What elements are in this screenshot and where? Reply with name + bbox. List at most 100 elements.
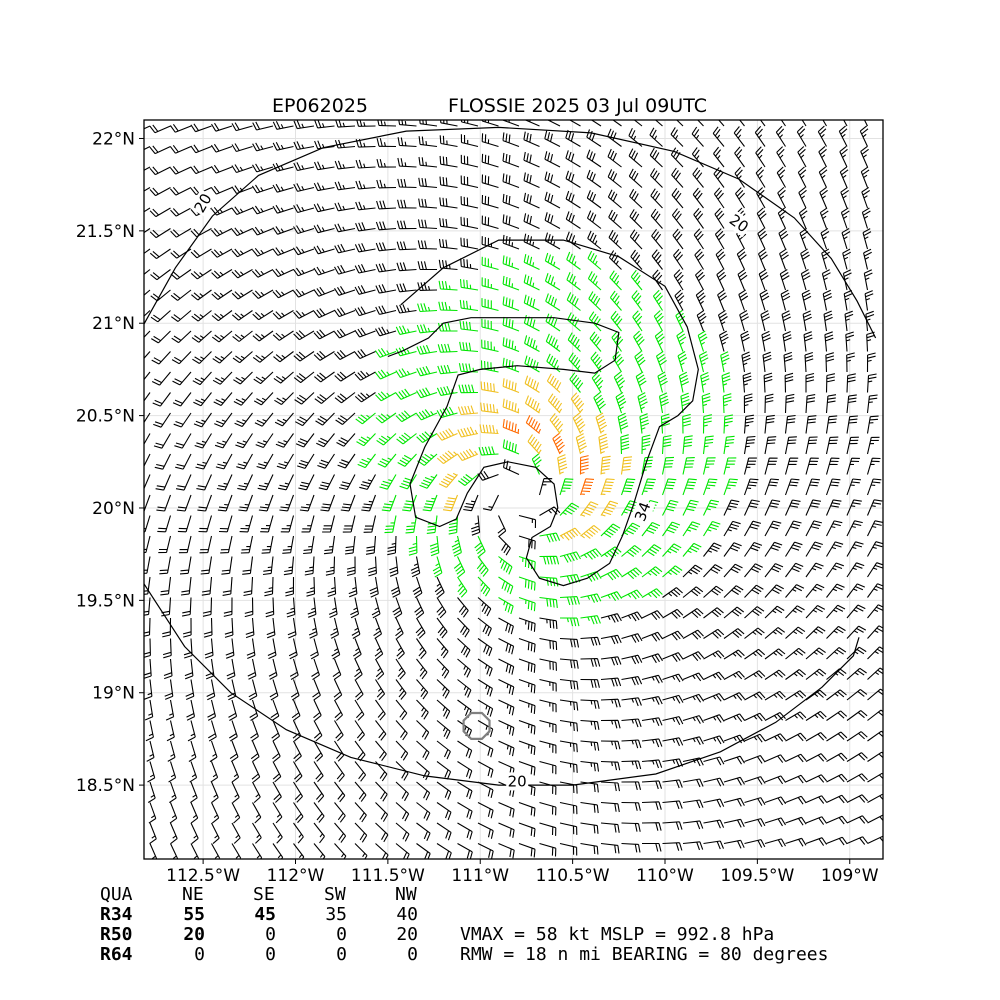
wind-barb (544, 191, 561, 209)
wind-barb (846, 499, 862, 516)
wind-barb (354, 822, 368, 843)
wind-barb (149, 822, 157, 845)
wind-barb (764, 838, 786, 848)
wind-barb (162, 617, 172, 638)
wind-barb (620, 478, 636, 496)
wind-barb (825, 373, 836, 393)
wind-barb (252, 330, 274, 342)
wind-barb (439, 176, 458, 189)
wind-barb (703, 692, 725, 702)
wind-barb (580, 801, 599, 814)
wind-barb (549, 413, 564, 434)
wind-barb (436, 658, 450, 679)
wind-barb (348, 576, 358, 598)
wind-barb (395, 617, 404, 640)
wind-barb (863, 120, 868, 127)
wind-barb (149, 228, 171, 239)
wind-barb (723, 585, 744, 598)
wind-barb (252, 289, 274, 299)
wind-barb (738, 289, 749, 311)
wind-barb (192, 371, 212, 386)
wind-barb (149, 843, 158, 859)
wind-barb (314, 120, 335, 129)
wind-barb (272, 330, 294, 341)
wind-barb (229, 720, 238, 742)
wind-barb (846, 710, 868, 721)
wind-barb (723, 776, 745, 786)
wind-barb (650, 188, 663, 209)
wind-barb (243, 576, 254, 597)
wind-barb (805, 626, 826, 639)
wind-barb (216, 474, 233, 491)
wind-barb (439, 218, 458, 230)
wind-barb (866, 436, 880, 455)
wind-barb (223, 597, 233, 617)
wind-barb (279, 494, 295, 512)
wind-barb (586, 190, 602, 209)
wind-barb (860, 145, 869, 168)
wind-barb (231, 761, 240, 783)
wind-barb (805, 647, 826, 660)
wind-barb (237, 474, 253, 491)
wind-barb (580, 615, 601, 625)
wind-barb (457, 597, 469, 618)
wind-barb (682, 542, 702, 557)
wind-barb (246, 638, 256, 660)
wind-barb (588, 311, 602, 332)
wind-barb (518, 514, 537, 529)
contour-line (387, 239, 699, 587)
wind-barb (144, 228, 151, 234)
wind-barb (580, 636, 601, 646)
wind-barb (405, 515, 418, 534)
wind-barb (595, 412, 608, 434)
wind-barb (293, 183, 315, 192)
wind-barb (144, 166, 151, 171)
wind-barb (662, 652, 684, 663)
table-row: R34 55 45 35 40 (100, 904, 418, 925)
wind-barb (215, 453, 233, 470)
wind-barb (785, 669, 806, 680)
wind-barb (498, 597, 514, 615)
wind-barb (371, 597, 381, 619)
wind-barb (607, 189, 622, 209)
wind-barb (651, 249, 663, 270)
wind-barb (172, 371, 192, 386)
wind-barb (559, 637, 580, 648)
wind-barb (334, 699, 343, 721)
wind-barb (323, 535, 336, 555)
wind-barb (539, 781, 557, 795)
wind-barb (779, 248, 789, 270)
wind-barb (846, 752, 868, 762)
wind-barb (502, 296, 520, 312)
wind-barb (244, 597, 254, 618)
wind-barb (591, 371, 604, 393)
wind-barb (179, 556, 192, 575)
wind-barb (670, 127, 684, 147)
wind-barb (846, 625, 867, 639)
wind-barb (805, 520, 823, 537)
wind-barb (662, 800, 683, 810)
r34-ne: 55 (183, 904, 205, 925)
wind-barb (149, 145, 171, 155)
wind-barb (840, 207, 850, 229)
wind-barb (375, 242, 397, 252)
wind-barb (417, 219, 438, 230)
wind-barb (273, 371, 294, 384)
wind-barb (272, 247, 294, 256)
wind-barb (170, 843, 179, 859)
wind-barb (313, 740, 324, 762)
wind-barb (735, 187, 745, 209)
wind-barb (207, 699, 217, 721)
wind-barb (842, 248, 851, 270)
wind-barb (586, 210, 602, 229)
wind-barb (211, 822, 220, 845)
wind-barb (621, 781, 642, 791)
wind-barb (264, 576, 274, 597)
wind-barb (866, 415, 879, 434)
wind-barb (641, 434, 651, 455)
wind-barb (148, 802, 157, 824)
wind-barb (780, 120, 786, 127)
wind-barb (570, 392, 585, 414)
wind-barb (784, 478, 800, 496)
